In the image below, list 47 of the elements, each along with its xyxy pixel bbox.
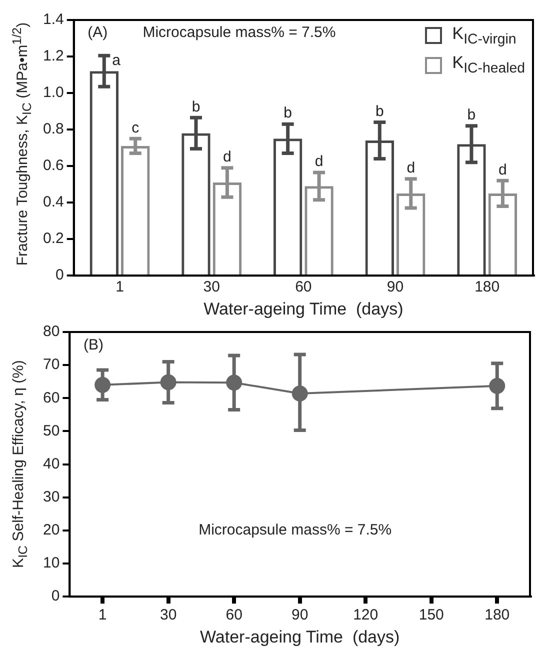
y-tick-label: 40 bbox=[42, 455, 60, 472]
data-label: b bbox=[467, 106, 476, 124]
x-tick-label: 120 bbox=[353, 606, 378, 624]
x-axis-title: Water-ageing Time (days) bbox=[204, 299, 404, 318]
x-tick-label: 60 bbox=[226, 606, 242, 624]
y-tick-label: 0.4 bbox=[42, 194, 64, 211]
y-tick-label: 1.2 bbox=[42, 48, 64, 65]
data-label: d bbox=[314, 153, 324, 170]
data-label: b bbox=[284, 104, 292, 122]
y-tick-label: 30 bbox=[42, 488, 60, 506]
x-tick-label: 90 bbox=[386, 278, 404, 296]
x-tick-label: 90 bbox=[292, 606, 308, 624]
legend-label: K$_{IC-virgin}$ bbox=[452, 24, 516, 48]
y-tick-label: 1.0 bbox=[42, 84, 64, 102]
x-tick-label: 150 bbox=[418, 606, 444, 624]
annotation: (B) bbox=[83, 336, 104, 354]
x-axis-title: Water-ageing Time (days) bbox=[200, 627, 400, 646]
data-label: a bbox=[112, 52, 122, 70]
y-tick-label: 0.2 bbox=[42, 230, 64, 248]
x-tick-label: 60 bbox=[295, 278, 312, 296]
y-tick-label: 10 bbox=[42, 554, 60, 572]
annotation: (A) bbox=[88, 24, 108, 41]
data-label: b bbox=[375, 102, 384, 120]
y-tick-label: 0 bbox=[56, 266, 64, 284]
y-tick-label: 0.8 bbox=[42, 120, 64, 138]
y-tick-label: 0 bbox=[51, 588, 60, 605]
y-tick-label: 70 bbox=[42, 356, 60, 374]
y-tick-label: 50 bbox=[42, 422, 60, 440]
x-tick-label: 1 bbox=[116, 278, 124, 296]
y-tick-label: 20 bbox=[42, 522, 60, 539]
annotation: Microcapsule mass% = 7.5% bbox=[142, 24, 336, 41]
x-tick-label: 30 bbox=[203, 278, 220, 296]
data-label: d bbox=[406, 159, 416, 176]
x-tick-label: 1 bbox=[98, 606, 107, 624]
annotation: Microcapsule mass% = 7.5% bbox=[198, 522, 392, 539]
data-label: c bbox=[132, 119, 140, 136]
data-label: b bbox=[192, 98, 200, 116]
x-tick-label: 30 bbox=[160, 606, 177, 624]
legend-label: K$_{IC-healed}$ bbox=[452, 53, 525, 77]
y-tick-label: 1.4 bbox=[42, 11, 64, 28]
data-label: d bbox=[223, 148, 232, 166]
x-tick-label: 180 bbox=[474, 278, 500, 296]
x-tick-label: 180 bbox=[484, 606, 510, 624]
data-label: d bbox=[498, 161, 507, 178]
y-tick-label: 0.6 bbox=[42, 157, 64, 174]
y-tick-label: 80 bbox=[42, 323, 60, 340]
y-tick-label: 60 bbox=[42, 389, 60, 406]
